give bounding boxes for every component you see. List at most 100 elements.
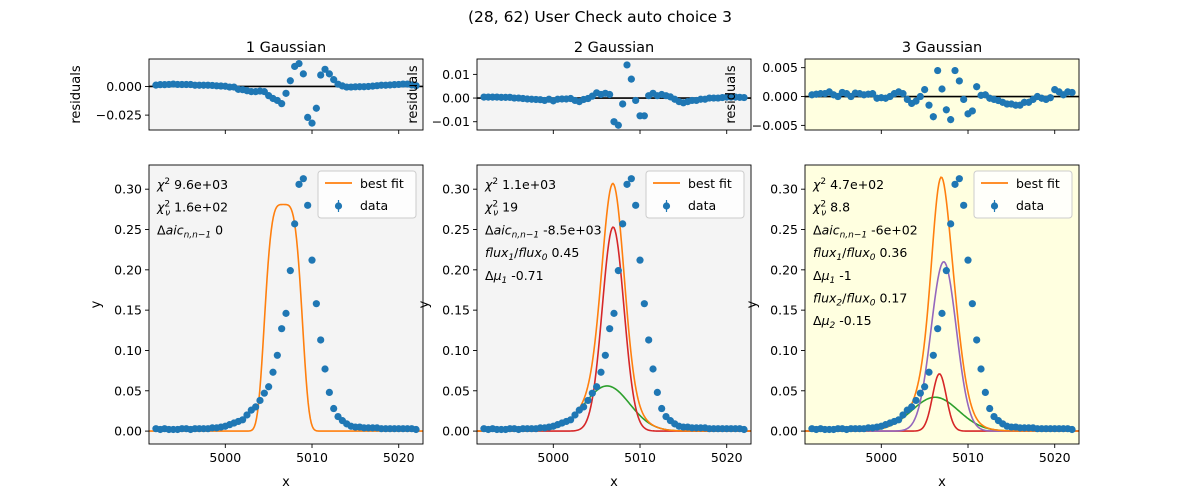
data-point <box>938 309 946 317</box>
residual-point <box>942 106 950 114</box>
main-ytick-label: 0.05 <box>114 383 142 398</box>
residuals-plot-area <box>805 66 1079 124</box>
data-point <box>649 365 657 373</box>
legend-data-label: data <box>1016 198 1044 213</box>
data-point <box>964 256 972 264</box>
main-ytick-label: 0.25 <box>114 222 142 237</box>
residual-point <box>929 113 937 121</box>
residuals-ytick-label: 0.000 <box>106 79 142 94</box>
data-point <box>584 396 592 405</box>
residual-point <box>282 89 290 97</box>
main-ytick-label: 0.05 <box>442 383 470 398</box>
data-point <box>658 404 666 413</box>
residual-point <box>921 85 929 94</box>
main-ytick-label: 0.20 <box>442 262 470 277</box>
main-ytick-label: 0.20 <box>114 262 142 277</box>
residuals-ytick-label: 0.00 <box>442 91 470 106</box>
main-ytick-label: 0.00 <box>770 424 798 439</box>
main-ytick-label: 0.30 <box>114 182 142 197</box>
residual-point <box>304 113 312 122</box>
legend-best-fit-label: best fit <box>1016 176 1060 191</box>
panels: 1 Gaussian 0.000 −0.025 residuals 0.00 0.05 0.… <box>69 40 1080 490</box>
residual-point <box>869 90 877 98</box>
stat-2: χ2 ν 1.6e+02 <box>156 200 228 219</box>
stat-4: flux1/flux0 0.45 <box>485 245 579 263</box>
data-point <box>286 267 294 275</box>
main-plot-area <box>805 175 1079 434</box>
residual-point <box>412 82 420 90</box>
data-point <box>606 325 614 333</box>
residual-point <box>321 65 329 73</box>
data-point <box>912 396 920 405</box>
residual-point <box>1068 88 1076 97</box>
residual-point <box>968 107 976 115</box>
main-ylabel: y <box>417 300 432 308</box>
residual-point <box>619 100 627 108</box>
data-point <box>614 267 622 275</box>
legend-data-label: data <box>360 198 388 213</box>
residual-point <box>325 70 333 78</box>
main-ytick-label: 0.00 <box>114 424 142 439</box>
data-point <box>593 383 601 391</box>
residuals-ylabel: residuals <box>724 65 739 124</box>
panel-title: 1 Gaussian <box>246 40 326 56</box>
data-point <box>321 365 329 373</box>
residual-point <box>640 112 648 120</box>
stat-5: Δμ1 -1 <box>813 268 852 286</box>
data-point <box>645 336 653 344</box>
stat-1: χ2 4.7e+02 <box>812 177 884 192</box>
residual-point <box>916 92 924 101</box>
data-point <box>317 336 325 344</box>
data-point <box>601 351 609 359</box>
panel-2-gaussian: 2 Gaussian 0.01 0.00 −0.01 residuals 0.00 0.05… <box>406 40 752 490</box>
main-xtick-label: 5010 <box>624 450 656 465</box>
residuals-ytick-label: 0.000 <box>762 89 798 104</box>
main-ytick-label: 0.10 <box>442 343 470 358</box>
stat-3: Δaicn,n−1 -6e+02 <box>813 222 918 240</box>
stat-2: χ2 ν 8.8 <box>812 200 850 219</box>
data-point <box>330 404 338 413</box>
residual-point <box>740 93 748 102</box>
residual-point <box>312 104 320 112</box>
main-ytick-label: 0.15 <box>442 303 470 318</box>
data-point <box>265 383 273 391</box>
stat-3: Δaicn,n−1 -8.5e+03 <box>485 222 602 240</box>
main-ytick-label: 0.20 <box>770 262 798 277</box>
data-point <box>916 389 924 397</box>
stat-7: Δμ2 -0.15 <box>813 313 872 331</box>
main-ytick-label: 0.10 <box>114 343 142 358</box>
data-point <box>282 309 290 317</box>
residual-point <box>278 100 286 108</box>
residual-point <box>632 96 640 105</box>
residual-point <box>623 61 631 69</box>
residual-point <box>317 71 325 79</box>
legend: best fit data <box>973 170 1073 219</box>
residual-point <box>951 66 959 75</box>
data-point <box>243 411 251 419</box>
main-xtick-label: 5000 <box>865 450 897 465</box>
residuals-ytick-label: −0.025 <box>96 108 142 123</box>
data-point <box>951 180 959 188</box>
main-axes-frame <box>476 164 752 445</box>
residual-point <box>606 90 614 99</box>
data-point <box>947 220 955 228</box>
legend-data-swatch <box>662 202 671 210</box>
data-point <box>623 180 631 188</box>
residual-point <box>955 77 963 85</box>
residuals-ytick-label: −0.005 <box>752 118 798 133</box>
residual-point <box>925 101 933 109</box>
residual-point <box>947 116 955 124</box>
residuals-plot-area <box>149 59 423 127</box>
legend-best-fit-label: best fit <box>688 176 732 191</box>
main-ytick-label: 0.15 <box>770 303 798 318</box>
data-point <box>968 300 976 308</box>
stat-1: χ2 1.1e+03 <box>484 177 556 192</box>
residual-point <box>627 75 635 83</box>
data-point <box>252 403 260 411</box>
main-xtick-label: 5010 <box>296 450 328 465</box>
main-plot-area <box>149 175 423 434</box>
data-point <box>981 388 989 396</box>
main-axes-frame <box>148 164 424 445</box>
residual-point <box>330 76 338 84</box>
